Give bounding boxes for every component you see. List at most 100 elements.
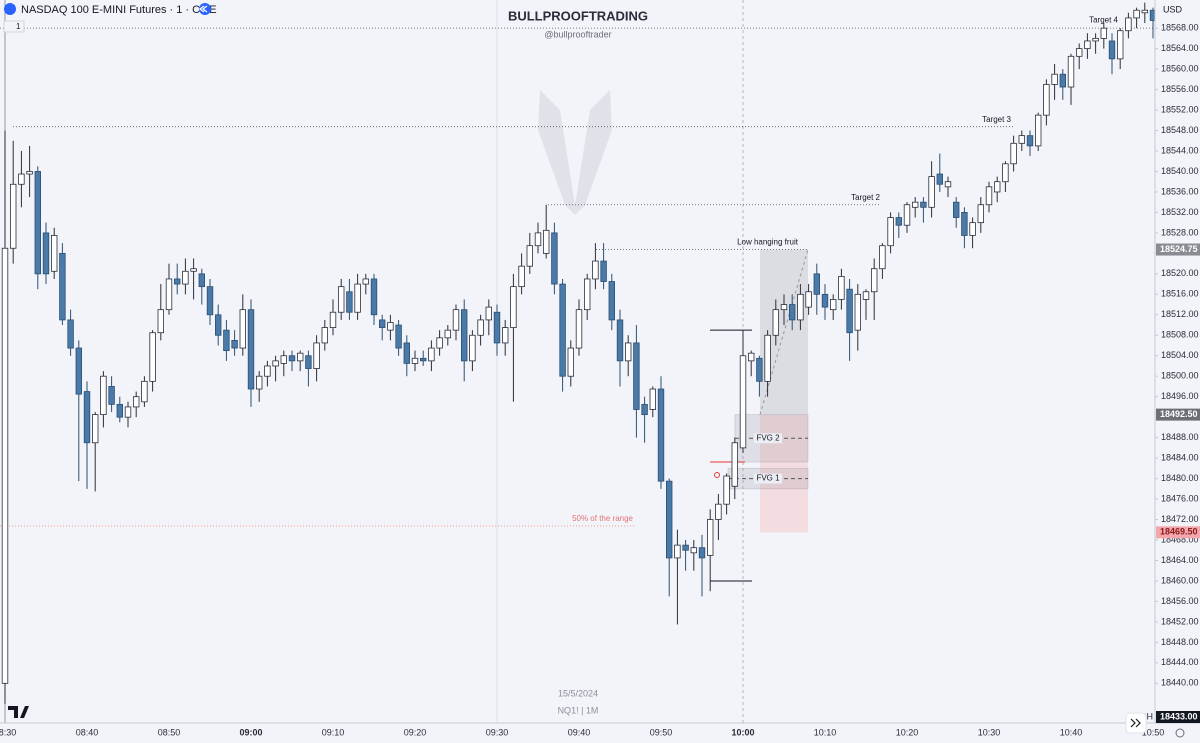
y-tick-label: 18448.00 <box>1161 637 1199 647</box>
candle-body <box>51 235 58 272</box>
y-tick-label: 18568.00 <box>1161 23 1199 33</box>
candle-body <box>707 519 714 556</box>
x-tick-label: 09:20 <box>404 727 427 737</box>
candle-body <box>337 286 345 313</box>
y-tick-label: 18464.00 <box>1161 555 1199 565</box>
candle-body <box>1026 135 1034 147</box>
price-label-bg <box>1156 408 1200 421</box>
candle-body <box>378 319 386 328</box>
candle-body <box>206 286 214 316</box>
pane-toggle[interactable] <box>3 20 25 33</box>
candle-body <box>100 375 107 416</box>
candle-body <box>501 327 509 344</box>
y-tick-label: 18488.00 <box>1161 432 1199 442</box>
tv-logo <box>8 706 29 718</box>
candle-body <box>321 327 328 344</box>
candle-body <box>633 342 640 410</box>
candle-body <box>830 299 837 311</box>
candle-body <box>944 181 952 188</box>
x-tick-label: 09:50 <box>650 727 673 737</box>
candle-body <box>1117 30 1124 60</box>
candle-body <box>296 352 304 362</box>
candle-body <box>34 171 41 275</box>
candle-body <box>1010 142 1017 165</box>
candle-body <box>543 229 550 254</box>
candle-body <box>846 288 853 334</box>
candle-body <box>329 311 337 328</box>
candle-body <box>797 293 804 321</box>
candle-body <box>149 332 156 382</box>
candle-body <box>698 547 706 559</box>
y-tick-label: 18528.00 <box>1161 227 1199 237</box>
y-tick-label: 18516.00 <box>1161 289 1199 299</box>
candle-body <box>690 547 697 554</box>
annotation-label: 50% of the range <box>572 514 633 523</box>
x-tick-label: 10:00 <box>731 727 754 737</box>
candle-body <box>26 171 33 175</box>
candle-body <box>1 247 9 684</box>
candle-body <box>59 252 66 321</box>
candle-body <box>649 388 656 410</box>
candle-body <box>272 360 279 367</box>
candle-body <box>370 278 378 316</box>
y-tick-label: 18460.00 <box>1161 575 1199 585</box>
candle-body <box>920 201 927 208</box>
candle-body <box>780 304 788 311</box>
y-tick-label: 18496.00 <box>1161 391 1199 401</box>
fvg-label-bg <box>754 473 782 484</box>
y-tick-label: 18540.00 <box>1161 166 1199 176</box>
candle-body <box>879 245 886 270</box>
y-tick-label: 18544.00 <box>1161 145 1199 155</box>
candle-body <box>346 291 353 313</box>
y-tick-label: 18552.00 <box>1161 104 1199 114</box>
price-label-bg <box>1156 526 1200 539</box>
symbol-logo <box>4 3 16 15</box>
x-tick-label: 09:00 <box>239 727 262 737</box>
candle-body <box>657 388 665 482</box>
candle-body <box>559 283 566 377</box>
candle-body <box>231 339 238 349</box>
candle-body <box>821 293 829 308</box>
candle-body <box>977 204 984 224</box>
candle-body <box>969 222 976 236</box>
chart-title: BULLPROOFTRADING <box>508 8 648 23</box>
candle-body <box>903 204 911 226</box>
symbol-legend: NASDAQ 100 E-MINI Futures · 1 · CME <box>21 4 217 16</box>
candle-body <box>912 201 919 208</box>
candle-body <box>428 347 435 362</box>
y-tick-label: 18520.00 <box>1161 268 1199 278</box>
y-tick-label: 18556.00 <box>1161 84 1199 94</box>
price-label: 18469.50 <box>1160 527 1198 537</box>
candle-body <box>518 265 525 288</box>
x-tick-label: 10:20 <box>896 727 919 737</box>
replay-button[interactable] <box>199 3 211 15</box>
price-label-bg <box>1156 243 1200 256</box>
candle-body <box>387 322 394 331</box>
currency: USD <box>1163 4 1183 14</box>
pane-label: 1 <box>16 22 21 31</box>
settings-icon[interactable] <box>1175 728 1185 738</box>
candle-body <box>67 319 74 349</box>
candle-body <box>1141 9 1148 14</box>
y-tick-label: 18476.00 <box>1161 493 1199 503</box>
candle-body <box>1084 40 1091 50</box>
candle-body <box>190 268 197 272</box>
y-tick-label: 18456.00 <box>1161 596 1199 606</box>
candle-body <box>567 347 574 377</box>
candle-body <box>313 342 320 369</box>
candle-body <box>756 357 763 382</box>
price-label: 18433.00 <box>1160 711 1198 721</box>
y-tick-label: 18532.00 <box>1161 207 1199 217</box>
scroll-button[interactable] <box>1125 712 1147 734</box>
candle-body <box>247 309 255 390</box>
candle-body <box>551 232 558 285</box>
candle-body <box>994 181 1001 193</box>
x-tick-label: 08:40 <box>76 727 99 737</box>
candle-body <box>280 355 287 364</box>
candle-body <box>223 329 230 352</box>
y-tick-label: 18548.00 <box>1161 125 1199 135</box>
candle-body <box>214 314 222 336</box>
candle-body <box>305 355 312 369</box>
y-tick-label: 18500.00 <box>1161 371 1199 381</box>
